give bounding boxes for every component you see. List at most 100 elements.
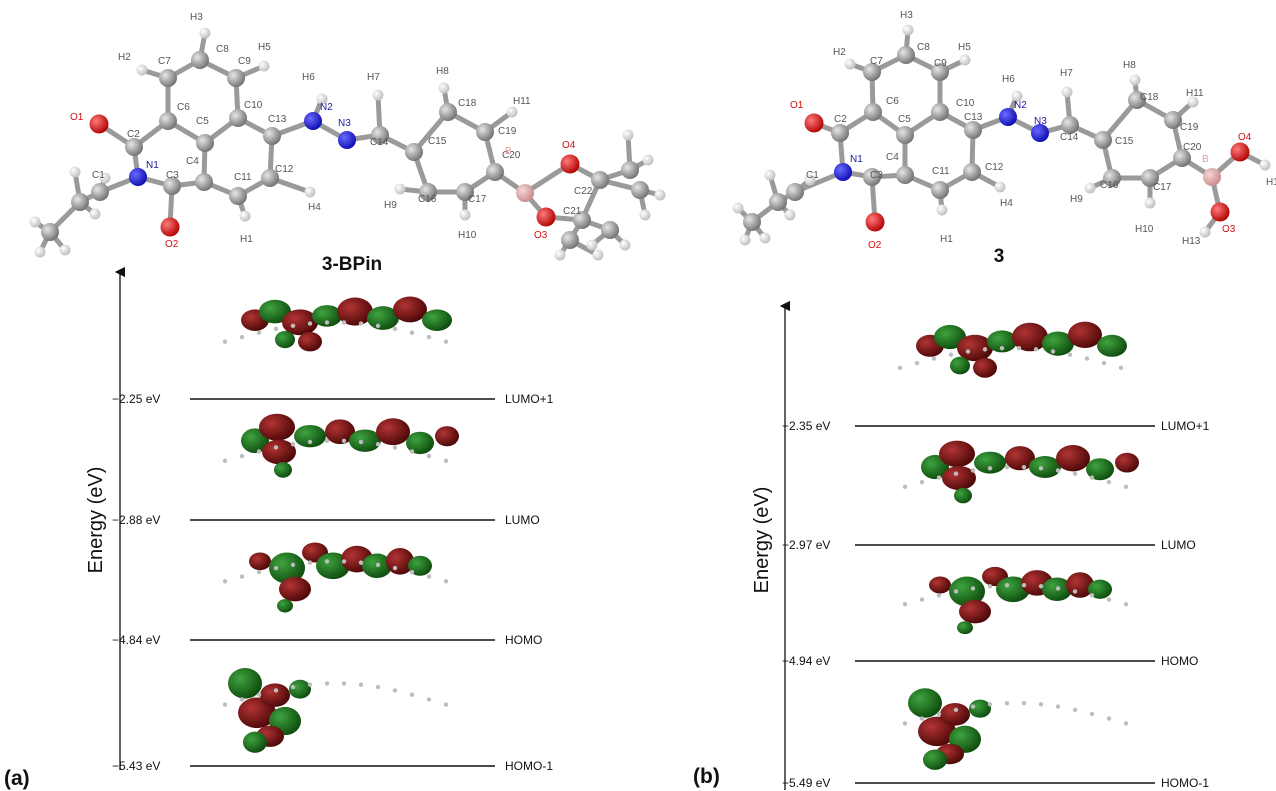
atom-label: N2 bbox=[1014, 100, 1027, 111]
carbon-atom bbox=[601, 221, 619, 239]
carbon-atom bbox=[864, 103, 882, 121]
orbital-skeleton-atom bbox=[1033, 347, 1039, 352]
atom-label: H11 bbox=[513, 96, 531, 107]
orbital-lobe-negative bbox=[349, 429, 381, 452]
atom-label: H7 bbox=[367, 72, 380, 83]
atom-label: C10 bbox=[244, 100, 263, 111]
atom-label: C13 bbox=[268, 114, 287, 125]
orbital-skeleton-atom bbox=[239, 334, 245, 340]
orbital-skeleton-atom bbox=[409, 330, 415, 335]
orbital-skeleton-atom bbox=[426, 574, 432, 579]
atom-label: C13 bbox=[964, 112, 983, 123]
atom-label: C19 bbox=[498, 126, 517, 137]
orbital-lobe-negative bbox=[406, 431, 434, 455]
carbon-atom bbox=[229, 109, 247, 127]
atom-label: C19 bbox=[1180, 122, 1199, 133]
orbital-skeleton-atom bbox=[1106, 716, 1112, 721]
orbital-lobe-negative bbox=[275, 330, 295, 349]
atom-label: H4 bbox=[308, 202, 321, 213]
level-name: LUMO bbox=[1161, 538, 1196, 552]
orbital-skeleton-atom bbox=[290, 323, 296, 328]
atom-label: H9 bbox=[384, 200, 397, 211]
atom-label: C14 bbox=[370, 137, 389, 148]
orbital-lobe-negative bbox=[243, 731, 267, 753]
energy-level-homo: −4.94 eV HOMO bbox=[782, 566, 1198, 668]
orbital-skeleton-atom bbox=[358, 439, 364, 445]
atom-label: N1 bbox=[146, 160, 159, 171]
orbital-lobe-positive bbox=[298, 332, 322, 352]
hydrogen-atom bbox=[1144, 197, 1156, 209]
atom-label: H1 bbox=[240, 234, 253, 245]
atom-label: H10 bbox=[1135, 224, 1154, 235]
orbital-skeleton-atom bbox=[222, 579, 228, 584]
orbital-skeleton-atom bbox=[919, 597, 925, 602]
orbital-lobe-positive bbox=[957, 334, 993, 362]
orbital-lobe-positive bbox=[435, 426, 459, 447]
atom-label: C21 bbox=[563, 206, 582, 217]
atom-label: H7 bbox=[1060, 68, 1073, 79]
carbon-atom bbox=[439, 103, 457, 121]
carbon-atom bbox=[769, 193, 787, 211]
orbital-lobe-positive bbox=[1068, 321, 1102, 348]
orbital-skeleton-atom bbox=[358, 321, 364, 326]
orbital-skeleton-atom bbox=[999, 345, 1005, 351]
atom-label: N3 bbox=[338, 118, 351, 129]
level-energy: −2.88 eV bbox=[112, 513, 160, 527]
orbital-skeleton-atom bbox=[1089, 711, 1095, 717]
atom-label: C9 bbox=[934, 58, 947, 69]
hydrogen-atom bbox=[304, 186, 316, 198]
orbital-skeleton-atom bbox=[936, 475, 942, 480]
oxygen-atom bbox=[160, 217, 180, 237]
atom-label: C8 bbox=[917, 42, 930, 53]
carbon-atom bbox=[964, 121, 982, 139]
nitrogen-atom bbox=[304, 112, 322, 130]
orbital-skeleton-atom bbox=[392, 445, 398, 450]
orbital-skeleton-atom bbox=[1055, 586, 1061, 591]
carbon-atom bbox=[863, 63, 881, 81]
orbital-lobe-positive bbox=[262, 439, 296, 465]
carbon-atom bbox=[743, 213, 761, 231]
orbital-skeleton-atom bbox=[273, 688, 279, 693]
carbon-atom bbox=[1173, 149, 1191, 167]
carbon-atom bbox=[41, 223, 59, 241]
atom-label: H12 bbox=[1266, 177, 1276, 188]
orbital-skeleton-atom bbox=[1123, 484, 1129, 489]
orbital-skeleton-atom bbox=[426, 334, 432, 340]
orbital-lobe-negative bbox=[974, 451, 1006, 474]
orbital-skeleton-atom bbox=[970, 586, 976, 591]
orbital-skeleton-atom bbox=[307, 560, 313, 565]
orbital-skeleton-atom bbox=[1101, 360, 1107, 366]
orbital-skeleton-atom bbox=[1038, 466, 1044, 471]
atom-label: C14 bbox=[1060, 132, 1079, 143]
orbital-skeleton-atom bbox=[1021, 582, 1027, 588]
hydrogen-atom bbox=[844, 58, 856, 70]
atom-label: C17 bbox=[468, 194, 487, 205]
carbon-atom bbox=[419, 183, 437, 201]
energy-level-homo: −4.84 eV HOMO bbox=[112, 542, 542, 647]
carbon-atom bbox=[896, 166, 914, 184]
hydrogen-atom bbox=[69, 166, 81, 178]
carbon-atom bbox=[227, 69, 245, 87]
atom-label: O2 bbox=[868, 240, 882, 251]
orbital-skeleton-atom bbox=[987, 584, 993, 589]
orbital-lobe-negative bbox=[1086, 458, 1114, 481]
atom-label: H9 bbox=[1070, 194, 1083, 205]
orbital-skeleton-atom bbox=[290, 684, 296, 690]
orbital-lobe-negative bbox=[954, 487, 972, 504]
atom-label: C16 bbox=[418, 194, 437, 205]
orbital-skeleton-atom bbox=[1004, 700, 1010, 706]
carbon-atom bbox=[1164, 111, 1182, 129]
atom-label: C20 bbox=[1183, 142, 1202, 153]
carbon-atom bbox=[1103, 169, 1121, 187]
orbital-lobe-positive bbox=[337, 297, 373, 326]
orbital-lobe-negative bbox=[969, 699, 991, 718]
hydrogen-atom bbox=[506, 106, 518, 118]
orbital-skeleton-atom bbox=[409, 692, 415, 697]
orbital-skeleton-atom bbox=[1021, 700, 1027, 706]
orbital-skeleton-atom bbox=[324, 320, 330, 325]
hydrogen-atom bbox=[732, 202, 744, 214]
orbital-skeleton-atom bbox=[1089, 593, 1095, 598]
carbon-atom bbox=[631, 181, 649, 199]
atom-label: H3 bbox=[190, 12, 203, 23]
orbital-skeleton-atom bbox=[358, 682, 364, 687]
